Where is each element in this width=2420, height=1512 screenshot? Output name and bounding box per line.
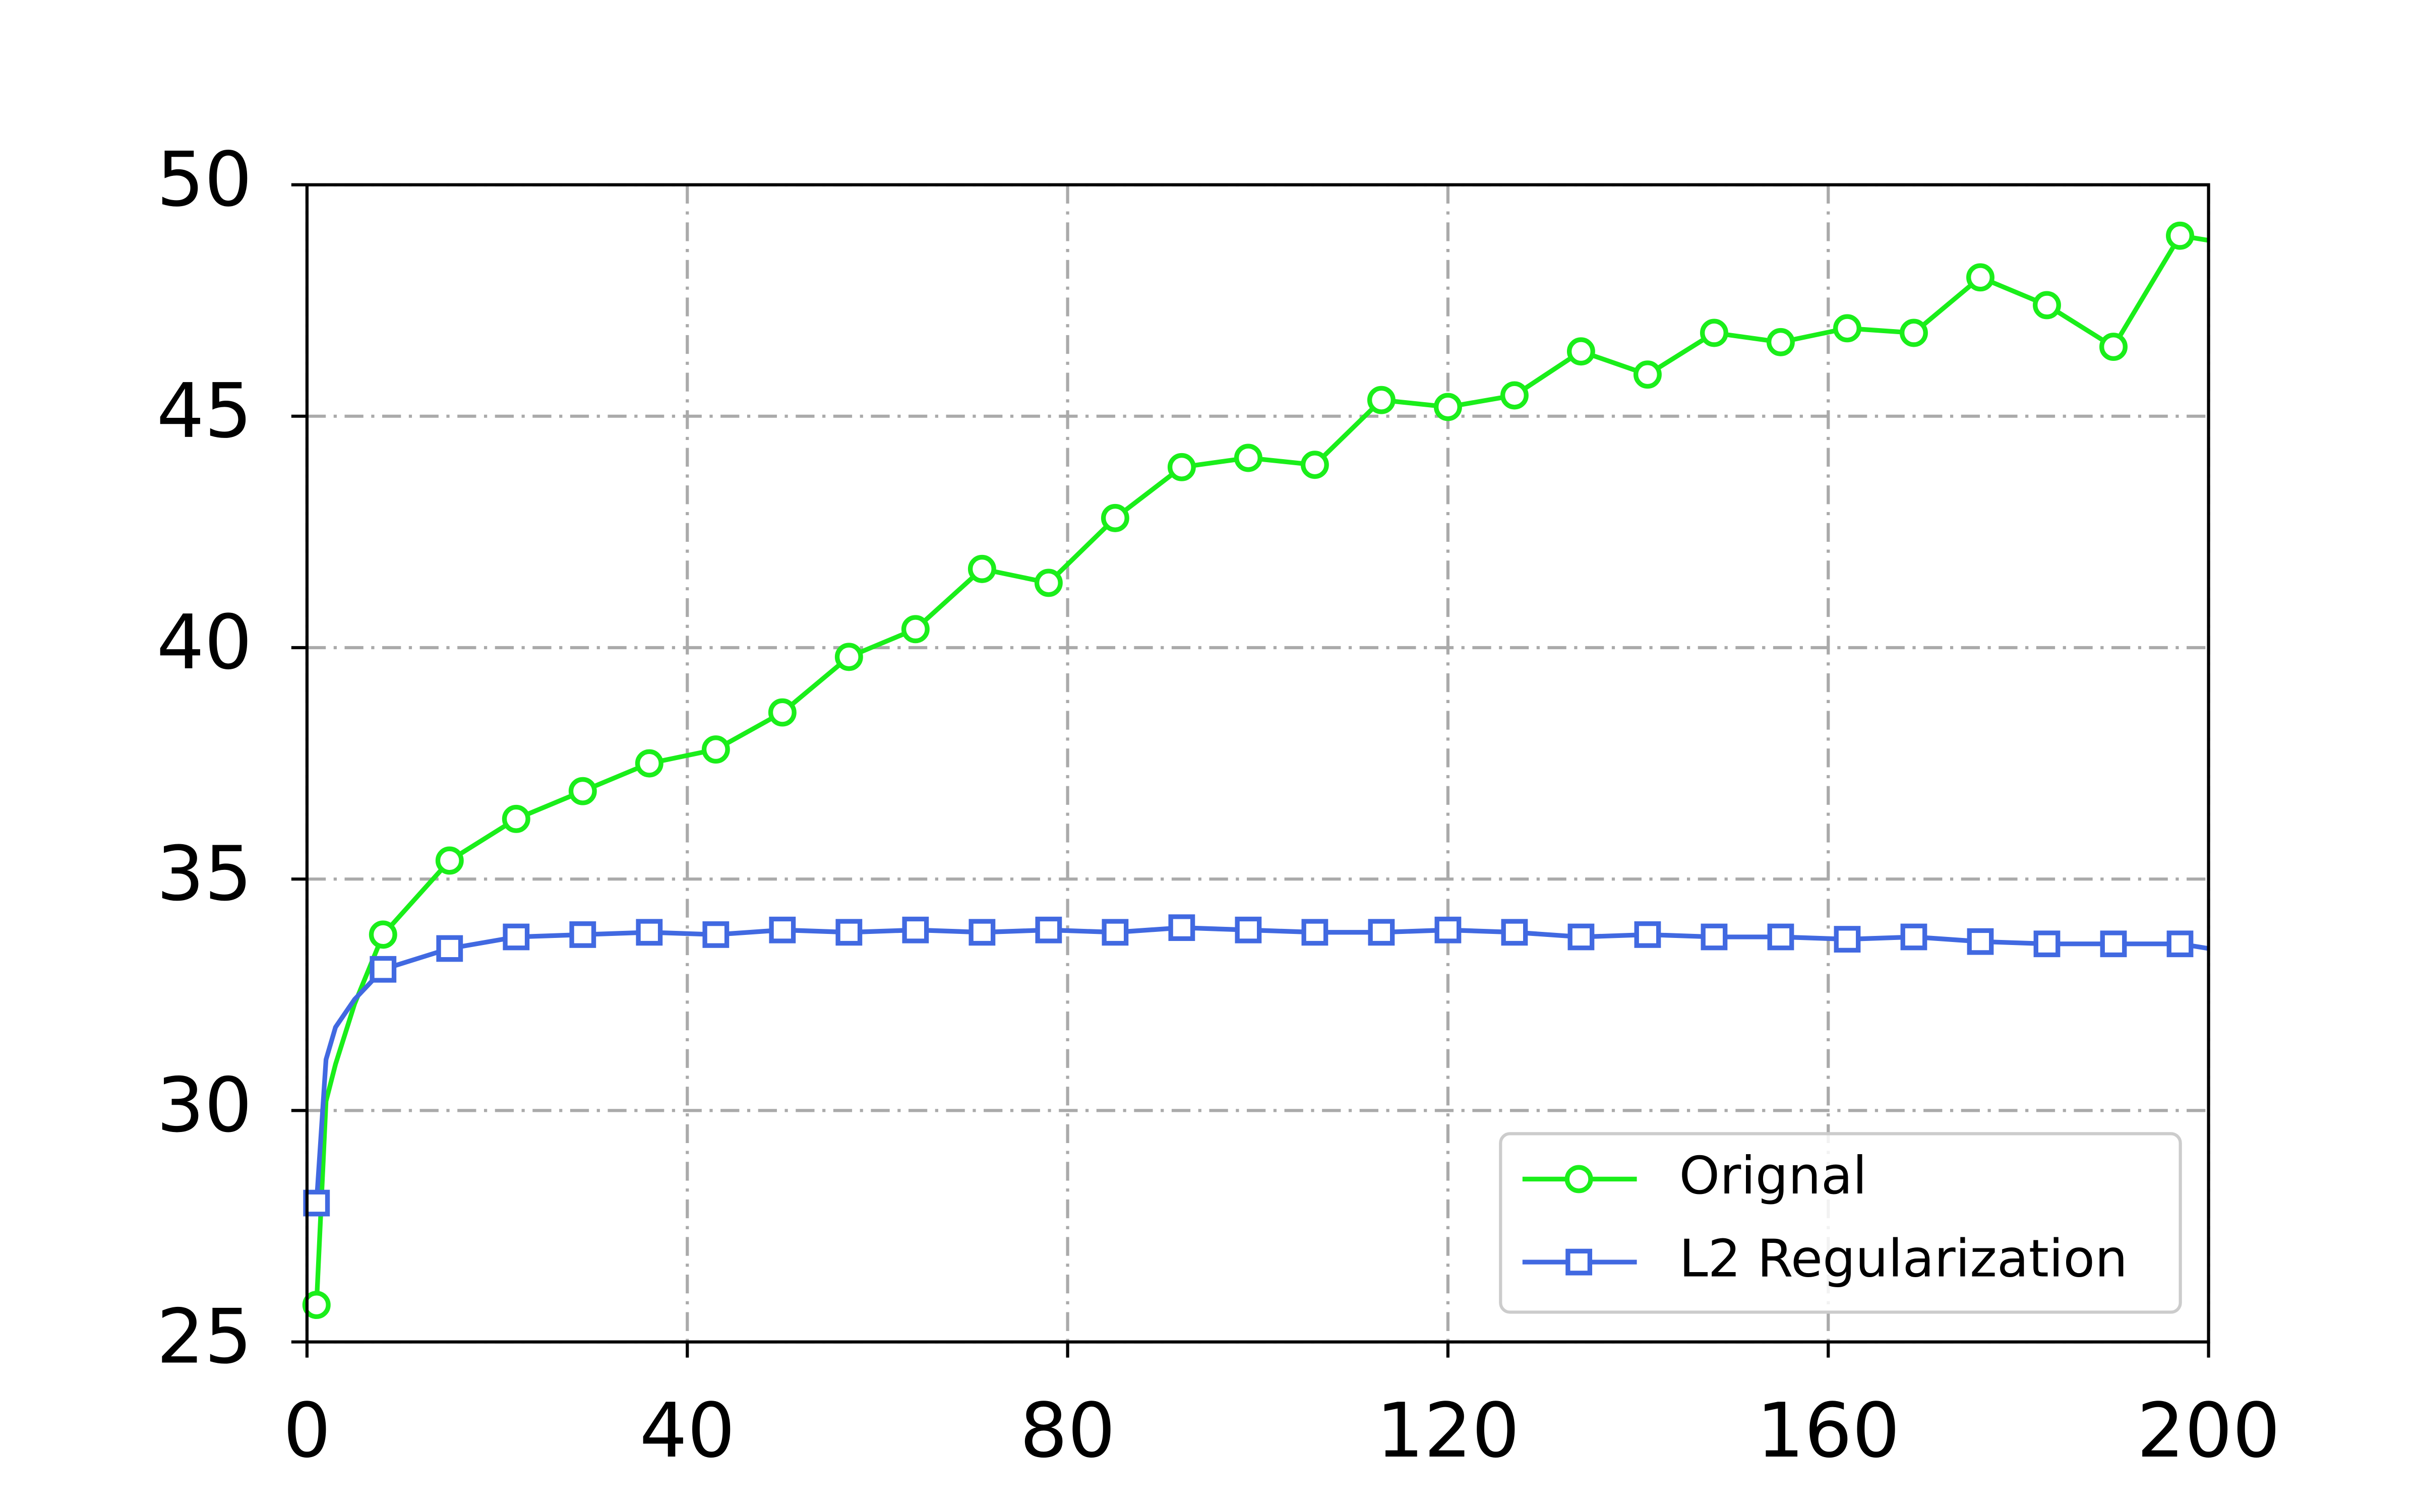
- y-tick-label: 45: [156, 368, 252, 455]
- marker: [568, 777, 597, 805]
- marker: [1900, 923, 1927, 951]
- marker: [1501, 919, 1528, 946]
- marker: [1235, 916, 1262, 943]
- plot-lines: [302, 221, 2209, 1319]
- marker: [503, 923, 530, 951]
- x-tick-label: 160: [1757, 1388, 1900, 1475]
- marker: [435, 846, 464, 875]
- marker: [901, 615, 930, 644]
- marker: [1034, 569, 1063, 597]
- y-tick-label: 30: [156, 1062, 252, 1149]
- marker: [2166, 221, 2194, 250]
- marker: [2166, 930, 2194, 958]
- legend-box: [1499, 1132, 2182, 1314]
- plot-frame: [305, 183, 2210, 1344]
- marker: [1367, 386, 1396, 414]
- marker: [1565, 1248, 1593, 1276]
- x-tick-label: 120: [1376, 1388, 1520, 1475]
- marker: [1634, 921, 1661, 948]
- y-tick-label: 25: [156, 1294, 252, 1381]
- marker: [834, 643, 863, 671]
- marker: [1567, 923, 1595, 951]
- marker: [1433, 393, 1462, 421]
- marker: [436, 935, 463, 962]
- marker: [702, 921, 730, 948]
- marker: [1900, 319, 1928, 347]
- marker: [1966, 263, 1994, 292]
- marker: [967, 554, 996, 583]
- legend-label: Orignal: [1679, 1146, 1867, 1206]
- marker: [1633, 360, 1662, 389]
- marker: [1834, 926, 1861, 953]
- marker: [835, 919, 863, 946]
- marker: [769, 916, 796, 943]
- marker: [1101, 503, 1129, 532]
- marker: [1035, 916, 1062, 943]
- marker: [1167, 453, 1196, 481]
- marker: [1564, 1165, 1593, 1193]
- marker: [1500, 381, 1529, 410]
- y-tick-label: 50: [156, 137, 252, 224]
- marker: [1700, 319, 1728, 347]
- marker: [1767, 923, 1794, 951]
- marker: [569, 921, 596, 948]
- marker: [1833, 314, 1861, 343]
- marker: [2033, 930, 2061, 958]
- marker: [969, 919, 996, 946]
- marker: [636, 919, 663, 946]
- x-tick-label: 200: [2137, 1388, 2280, 1475]
- marker: [1300, 451, 1329, 479]
- y-tick-label: 35: [156, 831, 252, 918]
- x-tick-label: 80: [1020, 1388, 1116, 1475]
- marker: [1434, 916, 1462, 943]
- ticks: 0 40 80 120 160 200 25 30 35 40 45 50: [156, 137, 2280, 1475]
- marker: [1301, 919, 1328, 946]
- marker: [1766, 328, 1795, 356]
- marker: [701, 735, 730, 764]
- y-tick-label: 40: [156, 599, 252, 686]
- marker: [2099, 333, 2128, 361]
- marker: [635, 749, 663, 778]
- legend-label: L2 Regularization: [1679, 1229, 2128, 1289]
- legend: Orignal L2 Regularization: [1499, 1132, 2182, 1314]
- marker: [1168, 914, 1195, 941]
- marker: [502, 804, 530, 833]
- marker: [768, 698, 797, 727]
- marker: [1967, 928, 1994, 955]
- marker: [1102, 919, 1129, 946]
- marker: [1566, 337, 1595, 366]
- marker: [1234, 444, 1262, 472]
- marker: [902, 916, 929, 943]
- marker: [1368, 919, 1395, 946]
- x-tick-label: 0: [283, 1388, 331, 1475]
- marker: [2033, 291, 2061, 320]
- x-tick-label: 40: [639, 1388, 735, 1475]
- marker: [302, 1291, 331, 1319]
- marker: [370, 956, 397, 983]
- marker: [303, 1189, 330, 1217]
- marker: [369, 920, 397, 949]
- marker: [2100, 930, 2127, 958]
- marker: [1701, 923, 1728, 951]
